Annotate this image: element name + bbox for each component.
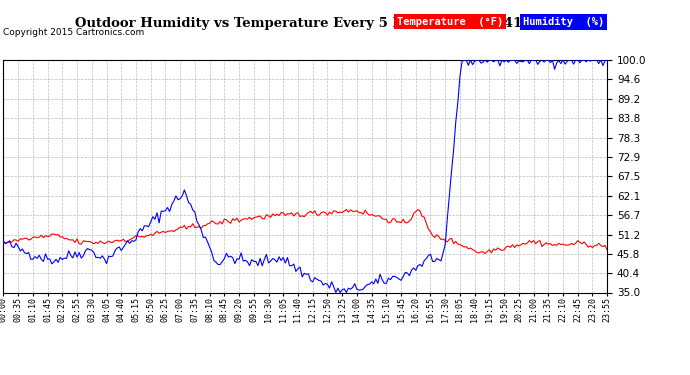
Text: Humidity  (%): Humidity (%) xyxy=(523,17,604,27)
Text: Outdoor Humidity vs Temperature Every 5 Minutes 20150419: Outdoor Humidity vs Temperature Every 5 … xyxy=(75,17,532,30)
Text: Copyright 2015 Cartronics.com: Copyright 2015 Cartronics.com xyxy=(3,28,145,37)
Text: Temperature  (°F): Temperature (°F) xyxy=(397,17,503,27)
